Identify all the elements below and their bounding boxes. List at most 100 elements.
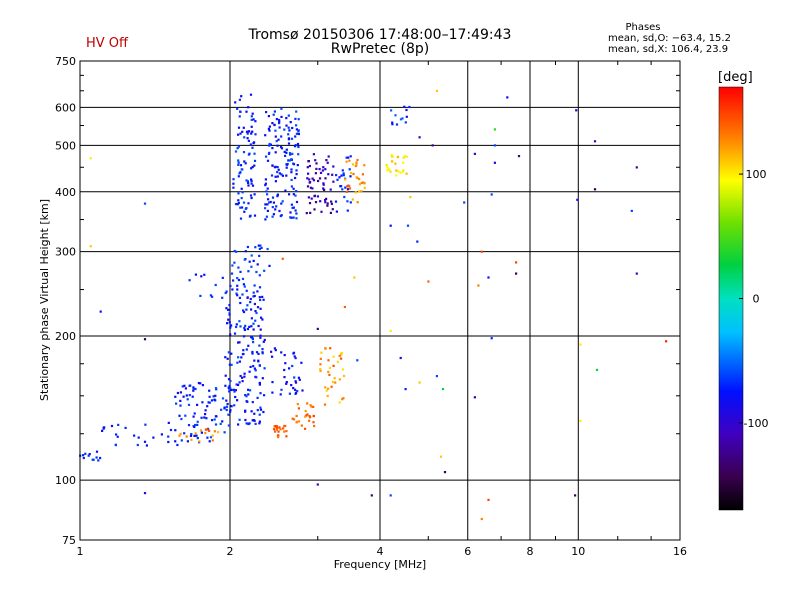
data-point [229,284,232,288]
data-point [289,121,292,124]
data-point [259,328,262,331]
data-point [267,115,270,118]
data-point [274,430,277,433]
data-point [237,199,240,202]
data-point [251,130,254,133]
data-point [282,427,285,430]
data-point [250,265,253,268]
data-point [114,444,117,447]
data-point [281,200,284,203]
data-point [263,367,266,370]
data-point [82,454,85,457]
data-point [223,431,226,434]
data-point [208,429,211,432]
data-point [247,388,250,391]
data-point [287,142,291,145]
data-point [316,195,319,198]
data-point [390,153,393,156]
data-point [242,283,245,286]
data-point [358,190,361,193]
data-point [246,304,249,307]
data-point [579,343,582,346]
data-point [238,115,241,118]
data-point [145,444,148,447]
data-point [279,393,282,396]
data-point [515,272,518,275]
data-point [179,399,182,402]
data-point [219,422,222,425]
data-point [258,247,261,250]
data-point [243,258,246,261]
data-point [258,254,261,257]
data-point [288,367,291,370]
data-point [408,105,411,109]
data-point [330,200,333,203]
data-point [336,360,339,363]
data-point [220,408,223,411]
data-point [276,171,279,174]
data-point [252,259,255,262]
data-point [260,316,263,319]
data-point [290,384,293,387]
data-point [295,128,298,131]
data-point [346,185,349,188]
data-point [261,295,264,298]
data-point [179,391,182,394]
data-point [351,163,355,166]
data-point [194,432,197,435]
data-point [225,290,228,293]
data-point [259,307,262,310]
data-point [280,147,284,150]
data-point [477,284,480,287]
data-point [304,409,307,413]
data-point [229,387,232,390]
data-point [261,318,264,321]
data-points-layer [79,89,668,521]
data-point [233,390,236,393]
y-tick-label: 400 [55,186,76,199]
data-point [84,452,87,455]
data-point [251,165,254,169]
data-point [236,288,239,291]
data-point [257,352,260,355]
data-point [293,376,296,379]
data-point [167,435,170,438]
data-point [338,401,341,404]
data-point [389,224,392,227]
data-point [292,418,296,421]
phases-heading: Phases [625,22,661,33]
data-point [306,166,309,169]
data-point [394,162,397,165]
data-point [193,425,196,428]
data-point [178,434,181,437]
data-point [295,110,298,113]
data-point [308,178,311,181]
data-point [236,294,239,297]
x-tick-label: 6 [464,545,471,558]
data-point [312,153,315,156]
data-point [266,187,269,190]
data-point [306,185,310,188]
data-point [327,370,330,373]
data-point [319,363,322,366]
data-point [241,130,244,133]
data-point [275,205,278,208]
data-point [290,178,293,182]
data-point [247,181,250,185]
data-point [272,113,275,116]
data-point [308,202,312,205]
data-point [276,144,279,147]
data-point [285,151,288,154]
data-point [237,266,240,269]
data-point [228,311,231,315]
data-point [255,351,259,354]
data-point [418,381,421,384]
data-point [289,211,292,214]
data-point [245,395,248,398]
data-point [224,384,227,387]
data-point [287,137,291,140]
data-point [327,359,330,362]
data-point [234,395,237,399]
data-point [331,173,334,176]
data-point [297,376,300,379]
